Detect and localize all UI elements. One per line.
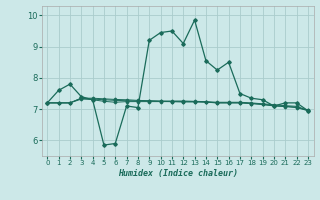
X-axis label: Humidex (Indice chaleur): Humidex (Indice chaleur) xyxy=(118,169,237,178)
